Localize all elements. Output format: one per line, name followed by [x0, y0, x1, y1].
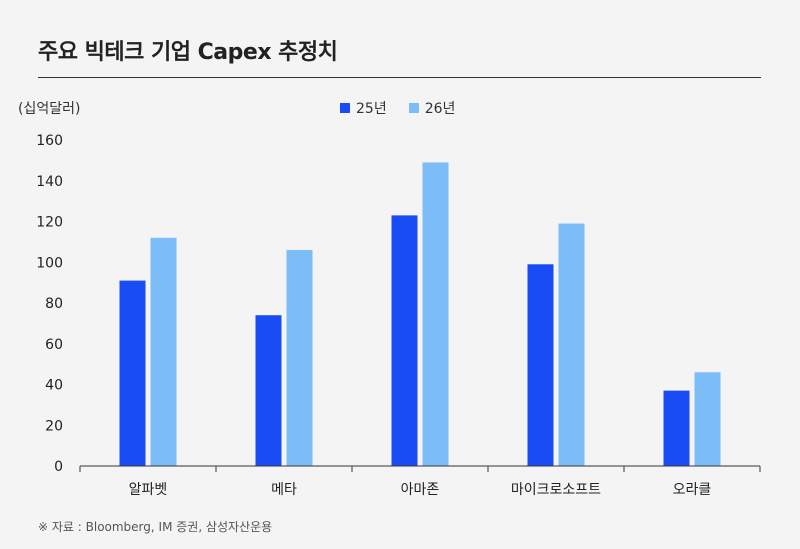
bar-25-0: [119, 280, 146, 466]
x-category-label: 아마존: [401, 482, 440, 498]
legend-item-25: 25년: [340, 98, 387, 118]
y-tick-label: 0: [54, 459, 63, 475]
source-note: ※ 자료 : Bloomberg, IM 증권, 삼성자산운용: [38, 520, 273, 534]
bar-26-1: [286, 250, 313, 466]
y-tick-label: 120: [36, 215, 63, 231]
title-divider: [38, 77, 761, 78]
y-tick-label: 140: [36, 174, 63, 190]
legend-swatch-26: [408, 103, 419, 113]
bar-25-4: [663, 390, 690, 466]
y-axis-ticks: 0 20 40 60 80 100 120 140 160: [36, 133, 63, 475]
legend: 25년 26년: [340, 98, 455, 118]
x-category-label: 마이크로소프트: [511, 482, 601, 498]
y-tick-label: 160: [36, 133, 63, 149]
bars: [119, 162, 721, 466]
x-axis-ticks: [79, 466, 761, 472]
bar-25-2: [391, 215, 418, 466]
x-category-label: 알파벳: [129, 482, 168, 498]
legend-item-26: 26년: [408, 98, 456, 118]
bar-26-0: [150, 237, 177, 466]
bar-26-4: [694, 372, 721, 466]
chart-title: 주요 빅테크 기업 Capex 추정치: [38, 40, 338, 65]
x-axis-labels: 알파벳 메타 아마존 마이크로소프트 오라클: [129, 482, 712, 498]
y-tick-label: 60: [45, 337, 63, 353]
legend-label-25: 25년: [356, 101, 387, 117]
legend-label-26: 26년: [424, 101, 456, 117]
bar-26-2: [422, 162, 449, 466]
y-tick-label: 100: [36, 255, 63, 271]
bar-25-3: [527, 264, 554, 466]
y-tick-label: 40: [45, 378, 63, 394]
y-axis-unit-label: (십억달러): [18, 101, 81, 117]
bar-26-3: [558, 223, 585, 466]
legend-swatch-25: [340, 103, 350, 113]
x-category-label: 메타: [271, 482, 297, 498]
y-tick-label: 80: [45, 296, 63, 312]
x-category-label: 오라클: [673, 482, 712, 498]
bar-25-1: [255, 315, 282, 466]
y-tick-label: 20: [45, 418, 63, 434]
